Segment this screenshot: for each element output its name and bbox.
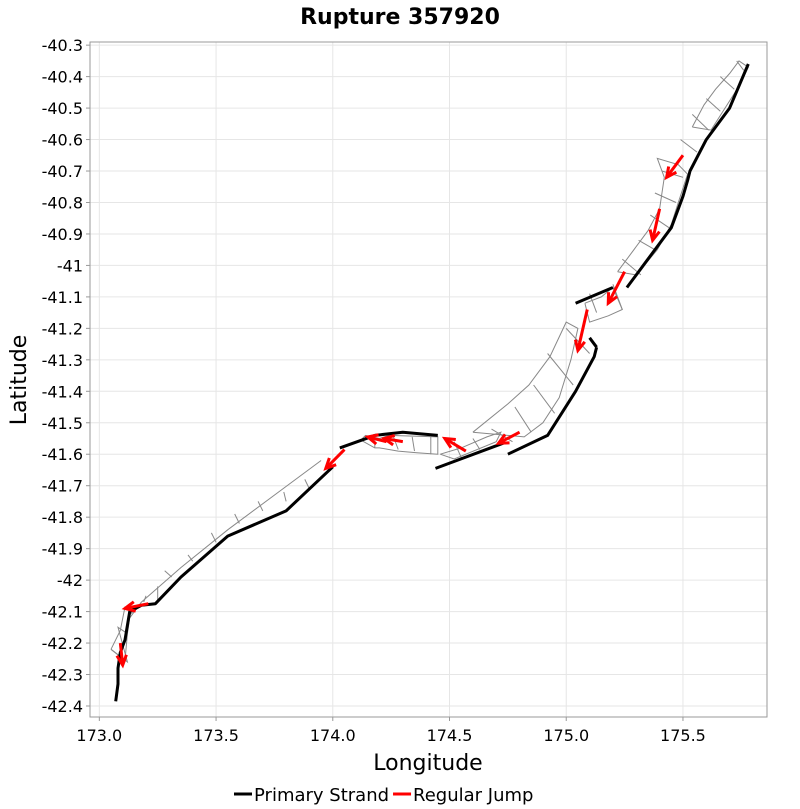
fault-outline xyxy=(691,60,749,131)
primary-strand-segment xyxy=(114,465,334,702)
plot-area xyxy=(89,41,768,718)
primary-strand-segment xyxy=(339,430,438,450)
primary-strand-segment xyxy=(507,346,599,456)
x-tick-label: 173.0 xyxy=(76,726,122,745)
fault-section-divider xyxy=(719,76,735,90)
jump-arrow-head xyxy=(441,436,456,449)
jump-arrow-head xyxy=(364,433,379,446)
jump-arrow xyxy=(324,448,346,470)
primary-strand-segment xyxy=(625,63,750,289)
fault-section-divider xyxy=(257,501,264,512)
y-tick-label: -40.6 xyxy=(42,131,83,150)
jump-arrow xyxy=(497,430,521,445)
x-tick-label: 174.0 xyxy=(310,726,356,745)
y-tick-label: -41 xyxy=(57,256,83,275)
fault-section-divider xyxy=(533,384,556,414)
fault-section-divider xyxy=(411,436,415,452)
jump-arrow-head xyxy=(648,229,661,244)
y-tick-label: -42.1 xyxy=(42,603,83,622)
grid-lines xyxy=(90,42,767,717)
jump-arrow xyxy=(665,154,685,179)
fault-outline xyxy=(141,460,322,603)
fault-section-divider xyxy=(680,139,698,153)
fault-outline xyxy=(617,157,689,276)
jump-arrow xyxy=(576,309,589,351)
fault-section-divider xyxy=(143,595,147,603)
x-tick-label: 173.5 xyxy=(193,726,239,745)
y-tick-label: -40.8 xyxy=(42,193,83,212)
y-tick-label: -41.4 xyxy=(42,382,83,401)
y-tick-label: -41.3 xyxy=(42,351,83,370)
y-tick-label: -42.3 xyxy=(42,666,83,685)
y-axis-ticks: -40.3 -40.4 -40.5 -40.6 -40.7 -40.8 -40.9 -41 -4… xyxy=(42,36,90,716)
x-tick-label: 175.0 xyxy=(543,726,589,745)
fault-section-divider xyxy=(514,406,532,433)
jump-arrow xyxy=(118,642,125,666)
jump-arrow-head xyxy=(115,654,128,669)
jump-arrow xyxy=(444,437,467,453)
y-tick-label: -41.9 xyxy=(42,540,83,559)
fault-section-divider xyxy=(638,239,656,251)
fault-section-divider xyxy=(705,98,721,112)
fault-section-divider xyxy=(283,491,287,502)
jump-arrow-head xyxy=(380,433,396,447)
y-tick-label: -41.8 xyxy=(42,508,83,527)
fault-section-divider xyxy=(164,570,173,578)
legend-label: Primary Strand xyxy=(254,785,389,806)
x-axis-ticks: 173.0 173.5 174.0 174.5 175.0 175.5 xyxy=(76,717,706,745)
x-axis-label: Longitude xyxy=(373,751,482,776)
fault-section-divider xyxy=(472,438,481,450)
legend-label: Regular Jump xyxy=(413,785,533,806)
jump-arrow xyxy=(651,208,662,241)
jump-arrow-head xyxy=(323,457,337,471)
primary-strand-segment xyxy=(575,286,614,305)
jump-arrow-head xyxy=(664,166,678,181)
y-tick-label: -41.2 xyxy=(42,319,83,338)
fault-section-divider xyxy=(234,513,240,524)
fault-section-divider xyxy=(547,353,574,386)
y-tick-label: -42 xyxy=(57,571,83,590)
y-tick-label: -40.5 xyxy=(42,99,83,118)
y-tick-label: -40.4 xyxy=(42,68,83,87)
jump-arrow xyxy=(606,271,626,304)
y-tick-label: -42.4 xyxy=(42,697,83,716)
y-tick-label: -41.7 xyxy=(42,477,83,496)
x-tick-label: 174.5 xyxy=(427,726,473,745)
jump-arrow-head xyxy=(606,292,618,307)
fault-section-divider xyxy=(691,114,709,131)
y-tick-label: -42.2 xyxy=(42,634,83,653)
y-tick-label: -40.3 xyxy=(42,36,83,55)
y-tick-label: -40.7 xyxy=(42,162,83,181)
chart-title: Rupture 357920 xyxy=(300,5,500,30)
y-tick-label: -41.1 xyxy=(42,288,83,307)
fault-section-divider xyxy=(491,428,513,443)
legend: Primary Strand Regular Jump xyxy=(234,785,533,806)
jump-arrow-head xyxy=(121,600,137,613)
fault-section-divider xyxy=(736,60,745,71)
fault-section-outlines xyxy=(110,60,749,664)
data-series xyxy=(114,63,750,702)
primary-strand-segment xyxy=(588,336,598,349)
primary-strand-segment xyxy=(434,441,504,470)
fault-section-divider xyxy=(210,532,217,543)
fault-section-divider xyxy=(187,554,194,562)
y-tick-label: -41.5 xyxy=(42,414,83,433)
fault-section-divider xyxy=(304,479,310,490)
fault-section-divider xyxy=(650,214,670,229)
fault-section-divider xyxy=(654,192,677,203)
y-tick-label: -41.6 xyxy=(42,445,83,464)
jump-arrow-head xyxy=(495,433,510,445)
x-tick-label: 175.5 xyxy=(660,726,706,745)
y-axis-label: Latitude xyxy=(7,335,32,426)
jump-arrow-head xyxy=(573,339,586,354)
jump-arrow xyxy=(124,602,149,610)
y-tick-label: -40.9 xyxy=(42,225,83,244)
fault-outline xyxy=(472,321,579,438)
fault-section-divider xyxy=(565,328,590,354)
